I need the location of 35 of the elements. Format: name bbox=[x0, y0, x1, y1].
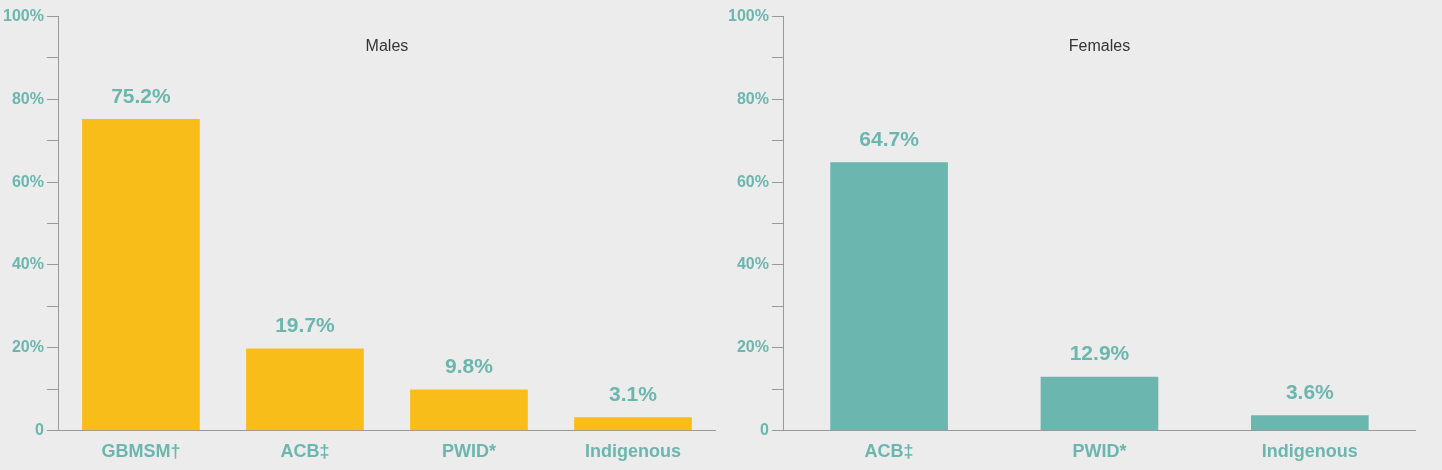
data-label: 12.9% bbox=[1069, 341, 1130, 365]
y-tick-label: 100% bbox=[728, 7, 769, 25]
text: Females bbox=[1068, 37, 1131, 55]
x-tick-label: Indigenous bbox=[1261, 441, 1358, 462]
x-tick-label: PWID* bbox=[1072, 441, 1127, 462]
y-tick-label: 40% bbox=[736, 255, 769, 273]
y-tick-label: 40% bbox=[11, 255, 44, 273]
y-tick-label: 60% bbox=[736, 172, 769, 190]
bar bbox=[82, 118, 200, 431]
data-label: 19.7% bbox=[275, 313, 336, 337]
x-tick-label: Indigenous bbox=[584, 441, 681, 462]
data-label: 75.2% bbox=[111, 83, 172, 107]
y-tick-label: 100% bbox=[3, 7, 44, 25]
y-tick-label: 80% bbox=[11, 89, 44, 107]
data-label: 64.7% bbox=[859, 126, 920, 150]
x-tick-label: ACB‡ bbox=[864, 441, 914, 462]
y-tick-label: 80% bbox=[736, 89, 769, 107]
y-tick-label: 0 bbox=[760, 420, 770, 438]
text: Males bbox=[365, 37, 409, 55]
data-label: 9.8% bbox=[445, 354, 494, 378]
x-tick-label: PWID* bbox=[441, 441, 496, 462]
bar bbox=[246, 348, 364, 431]
data-label: 3.6% bbox=[1285, 379, 1335, 403]
y-tick-label: 60% bbox=[11, 172, 44, 190]
bar bbox=[1040, 376, 1159, 431]
x-tick-label: ACB‡ bbox=[280, 441, 330, 462]
bar bbox=[410, 389, 528, 431]
y-tick-label: 20% bbox=[736, 338, 769, 356]
bar bbox=[830, 162, 948, 431]
bar bbox=[574, 417, 692, 431]
y-tick-label: 20% bbox=[11, 338, 44, 356]
x-tick-label: GBMSM† bbox=[101, 441, 181, 462]
data-label: 3.1% bbox=[609, 381, 658, 405]
bar bbox=[1250, 415, 1369, 431]
y-tick-label: 0 bbox=[35, 420, 45, 438]
